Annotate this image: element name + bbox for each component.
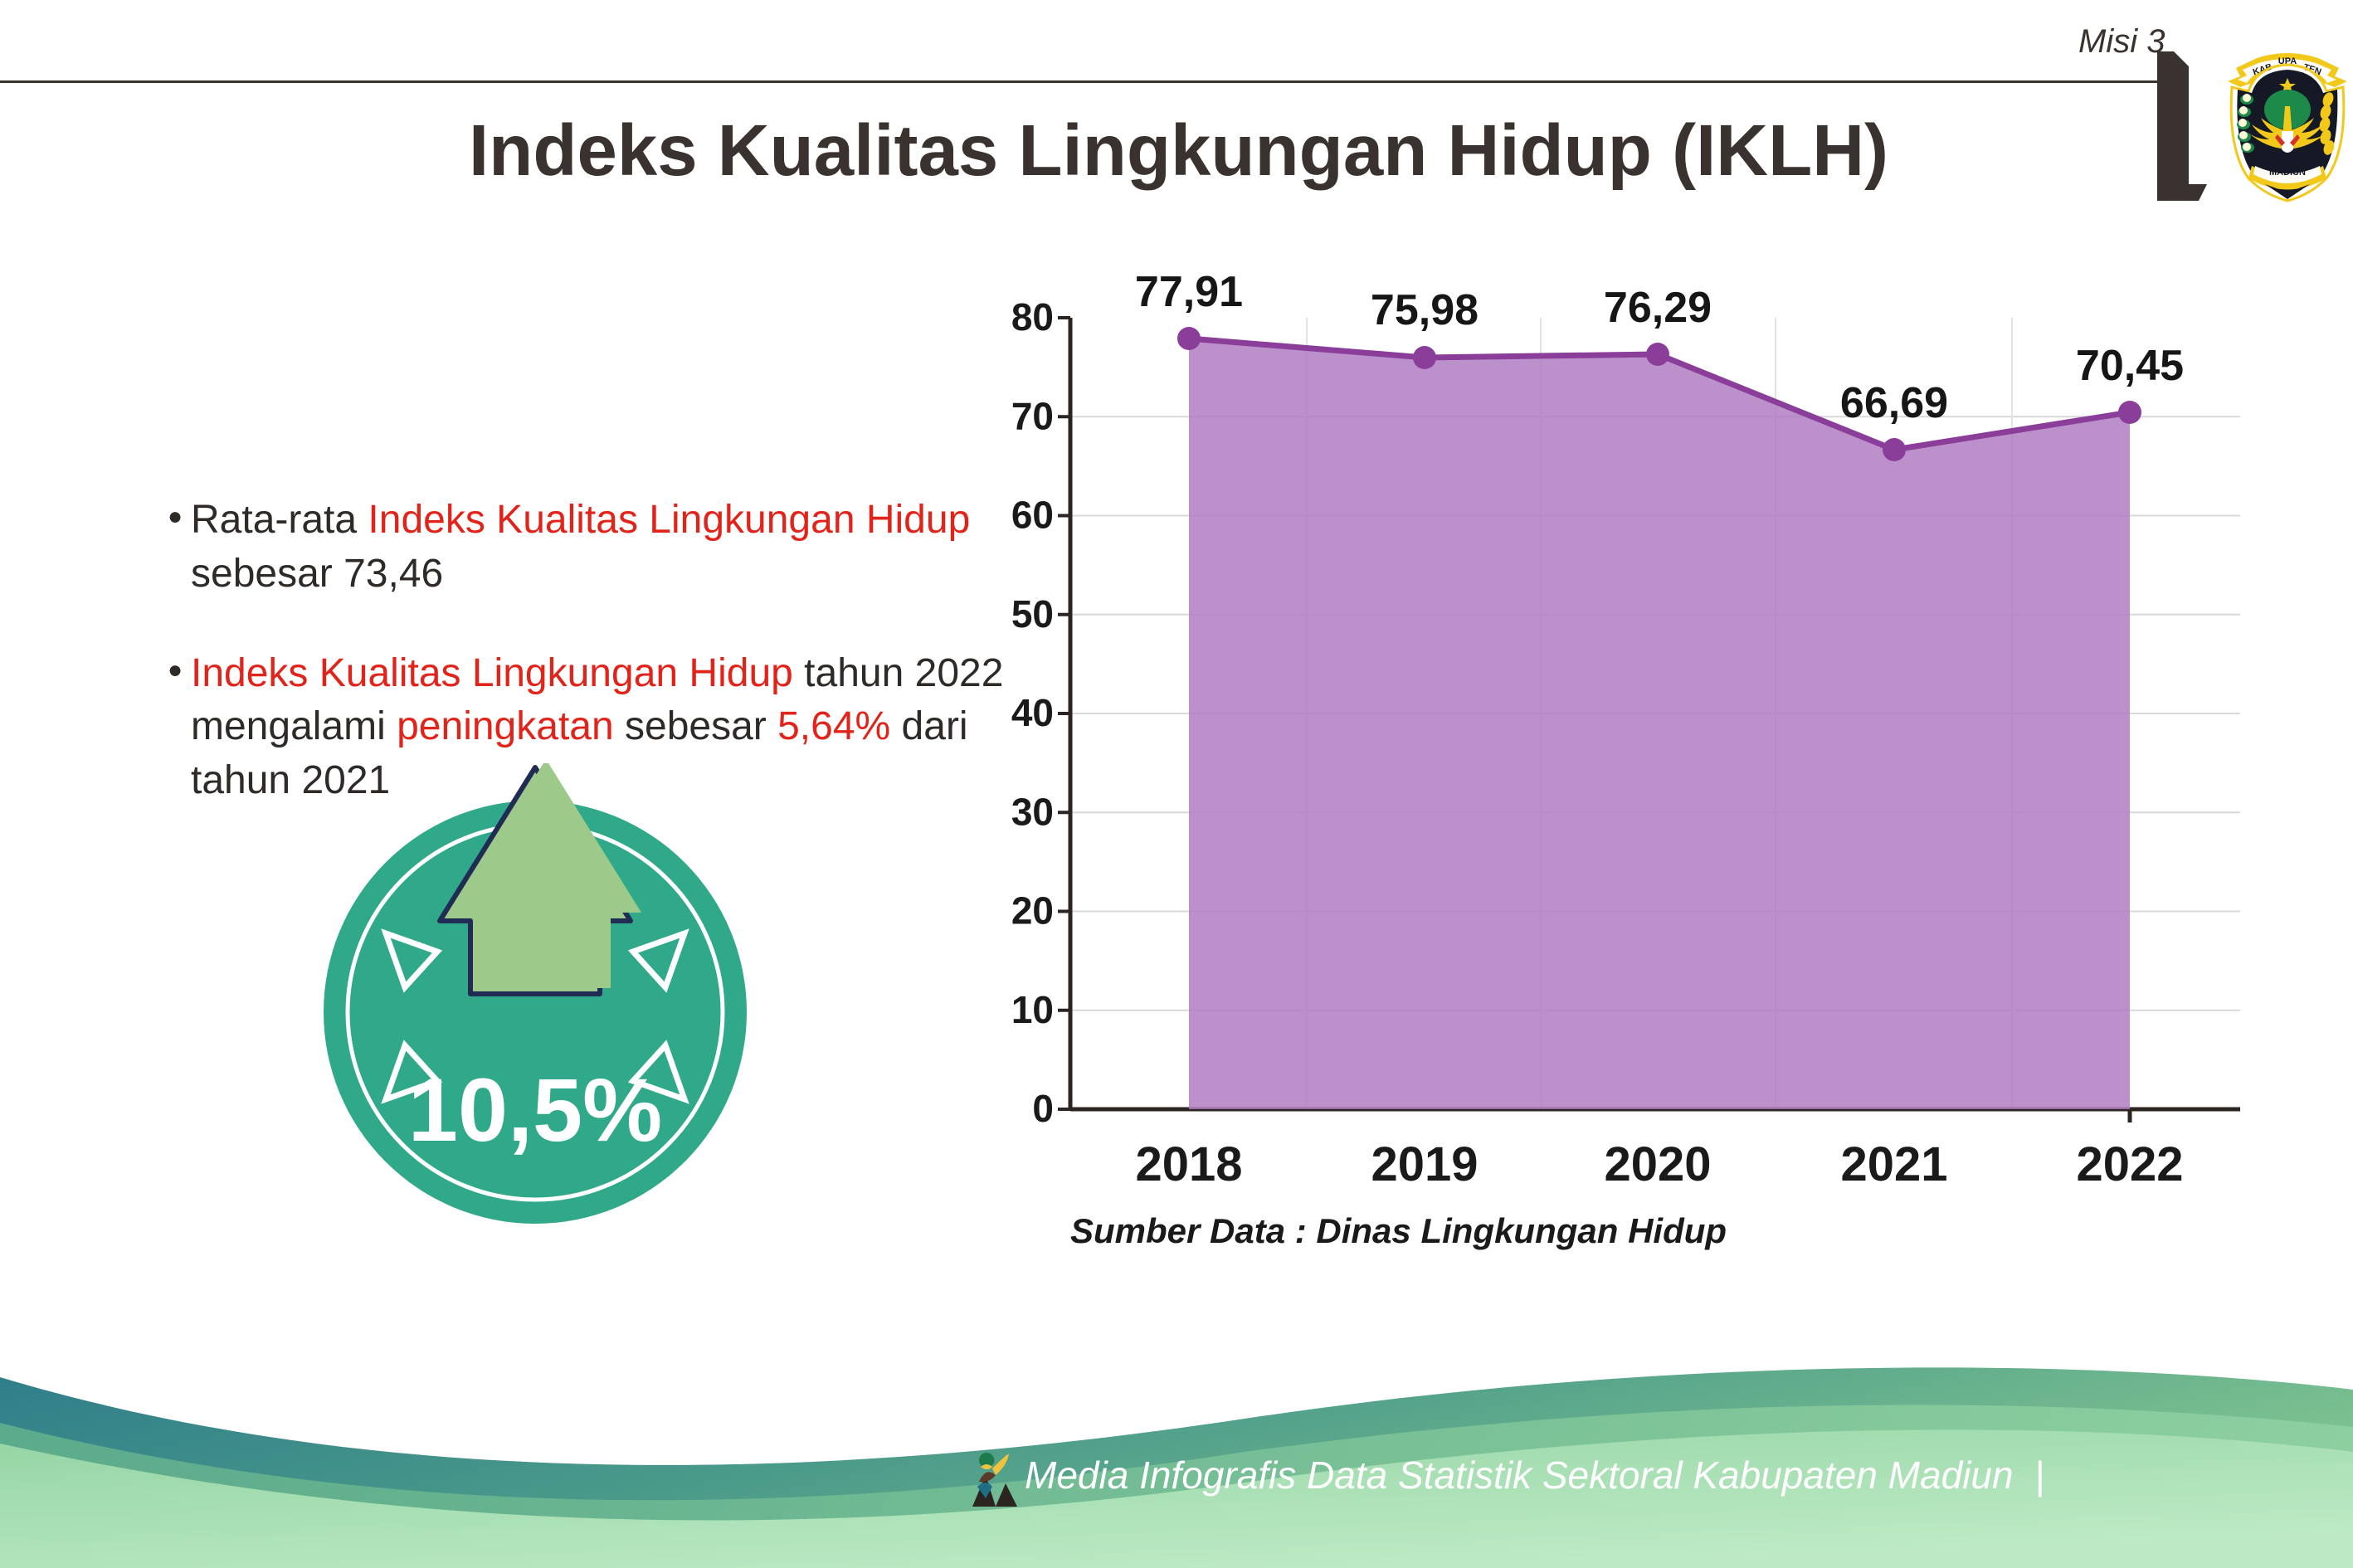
svg-text:2020: 2020 — [1604, 1137, 1711, 1191]
svg-text:60: 60 — [1011, 494, 1054, 537]
svg-text:10: 10 — [1011, 988, 1054, 1031]
svg-text:2019: 2019 — [1371, 1137, 1478, 1191]
svg-text:76,29: 76,29 — [1604, 284, 1712, 332]
svg-text:20: 20 — [1011, 889, 1054, 933]
svg-text:Sumber Data : Dinas Lingkungan: Sumber Data : Dinas Lingkungan Hidup — [1070, 1211, 1727, 1250]
svg-text:2022: 2022 — [2076, 1137, 2183, 1191]
svg-text:10,5%: 10,5% — [408, 1059, 662, 1160]
svg-text:40: 40 — [1011, 691, 1054, 734]
svg-text:75,98: 75,98 — [1371, 286, 1479, 334]
svg-text:MADIUN: MADIUN — [2269, 168, 2306, 178]
svg-text:2018: 2018 — [1135, 1137, 1242, 1191]
svg-text:30: 30 — [1011, 790, 1054, 833]
svg-text:77,91: 77,91 — [1135, 268, 1243, 316]
svg-text:70: 70 — [1011, 394, 1054, 437]
svg-text:66,69: 66,69 — [1840, 379, 1948, 427]
svg-text:0: 0 — [1032, 1087, 1054, 1130]
svg-text:80: 80 — [1011, 295, 1054, 338]
svg-text:50: 50 — [1011, 592, 1054, 635]
svg-text:2021: 2021 — [1840, 1137, 1947, 1191]
svg-text:70,45: 70,45 — [2076, 342, 2184, 390]
